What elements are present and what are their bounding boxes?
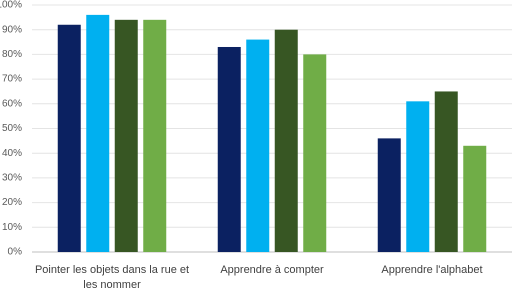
bar — [57, 24, 81, 253]
y-tick-label: 30% — [2, 173, 22, 184]
x-tick-label: Apprendre l'alphabet — [381, 264, 483, 276]
y-tick-label: 80% — [2, 49, 22, 60]
bar — [143, 19, 167, 252]
bar — [86, 14, 110, 252]
y-tick-label: 40% — [2, 148, 22, 159]
bar — [274, 29, 298, 253]
y-tick-label: 10% — [2, 222, 22, 233]
y-tick-label: 70% — [2, 74, 22, 85]
bar — [434, 91, 458, 252]
y-tick-label: 50% — [2, 123, 22, 134]
bar — [114, 19, 138, 252]
y-tick-label: 0% — [8, 247, 23, 258]
bar — [217, 46, 241, 252]
bar — [246, 39, 270, 252]
y-tick-label: 60% — [2, 98, 22, 109]
bar — [377, 138, 401, 252]
bar — [406, 101, 430, 252]
bar — [303, 54, 327, 253]
y-tick-label: 100% — [0, 0, 22, 11]
x-tick-label: Apprendre à compter — [220, 264, 324, 276]
x-tick-label: Pointer les objets dans la rue et les no… — [34, 264, 190, 291]
y-tick-label: 20% — [2, 197, 22, 208]
bar — [463, 145, 487, 252]
y-tick-label: 90% — [2, 24, 22, 35]
